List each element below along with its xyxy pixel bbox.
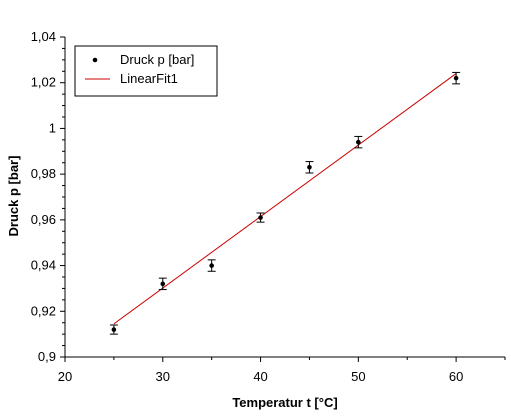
y-tick-label: 0,96 [31, 212, 56, 227]
legend: Druck p [bar] LinearFit1 [74, 45, 218, 97]
legend-box [74, 45, 218, 97]
data-point [160, 281, 166, 287]
data-point [307, 164, 312, 170]
y-tick-label: 1,02 [31, 75, 56, 90]
data-point [209, 263, 214, 268]
legend-label-linearfit: LinearFit1 [120, 71, 178, 86]
y-tick-label: 0,98 [31, 166, 56, 181]
x-tick-label: 60 [449, 369, 463, 384]
fit-line [113, 73, 457, 325]
data-point [111, 327, 117, 332]
legend-label-druck: Druck p [bar] [120, 52, 194, 67]
x-tick-label: 40 [253, 369, 267, 384]
y-tick-label: 1 [49, 120, 56, 135]
x-tick-label: 50 [351, 369, 365, 384]
data-point [356, 139, 361, 145]
y-tick-label: 0,9 [38, 349, 56, 364]
y-tick-label: 0,94 [31, 258, 56, 273]
legend-marker-druck [92, 57, 98, 63]
y-tick-label: 1,04 [31, 29, 56, 44]
series-layer [109, 71, 461, 335]
x-tick-label: 20 [58, 369, 72, 384]
data-point [453, 75, 459, 81]
y-axis: 0,9 0,92 0,94 0,96 0,98 1 1,02 1,04 [31, 29, 65, 364]
data-point [258, 215, 263, 220]
y-tick-label: 0,92 [31, 303, 56, 318]
y-axis-title: Druck p [bar] [6, 156, 21, 237]
x-axis: 20 30 40 50 60 [58, 357, 506, 384]
x-tick-label: 30 [156, 369, 170, 384]
x-axis-title: Temperatur t [°C] [232, 395, 337, 410]
